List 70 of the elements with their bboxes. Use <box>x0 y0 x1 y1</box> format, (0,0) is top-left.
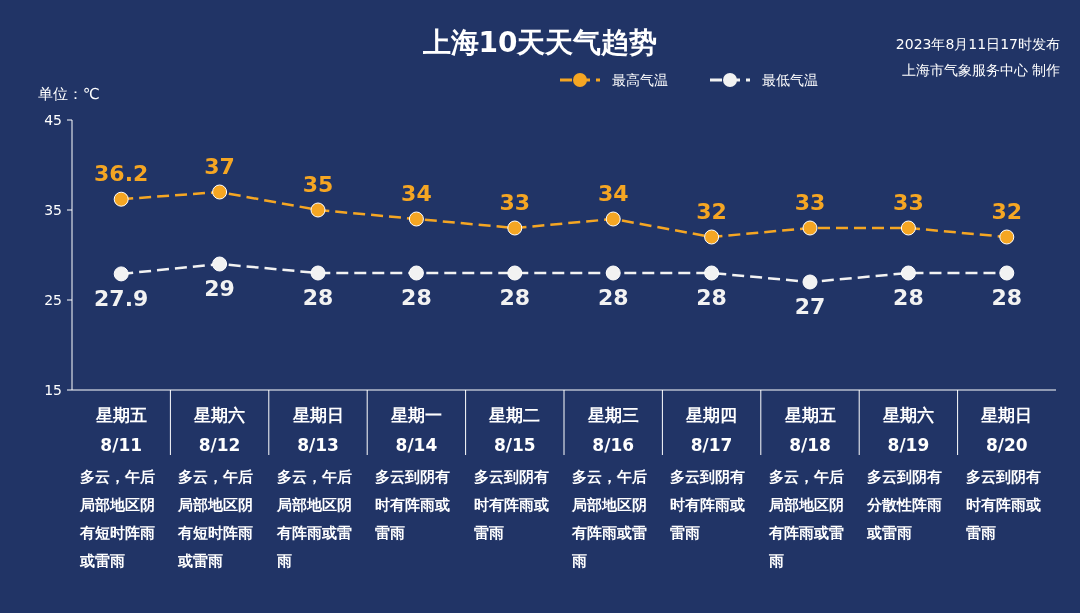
point <box>408 265 424 281</box>
text: 上海市气象服务中心 制作 <box>901 62 1060 78</box>
y-tick-label: 45 <box>44 112 62 128</box>
point <box>802 220 818 236</box>
y-tick-label: 15 <box>44 382 62 398</box>
point <box>704 229 720 245</box>
x-tick-label: 星期三 8/16 <box>586 405 639 455</box>
x-tick-label: 星期日 8/20 <box>980 405 1033 455</box>
y-axis-title: 单位：℃ <box>38 85 100 103</box>
legend-label: 最低气温 <box>762 72 818 88</box>
text: 2023年8月11日17时发布 <box>895 36 1060 52</box>
text: 多云到阴有时有阵雨或雷雨 <box>375 468 451 542</box>
x-tick-label: 星期五 8/18 <box>783 405 836 455</box>
point <box>999 265 1015 281</box>
data-label: 28 <box>302 285 334 310</box>
legend-label: 最高气温 <box>612 72 668 88</box>
point <box>408 211 424 227</box>
point <box>802 274 818 290</box>
point <box>605 211 621 227</box>
data-label: 36.2 <box>94 161 149 187</box>
point <box>212 184 228 200</box>
point <box>310 202 326 218</box>
point <box>900 265 916 281</box>
data-label: 28 <box>893 285 924 310</box>
data-label: 29 <box>204 276 235 301</box>
point <box>113 191 129 207</box>
data-label: 28 <box>499 285 531 310</box>
data-label: 28 <box>696 285 727 310</box>
text: 多云，午后局部地区阴有阵雨或雷雨 <box>571 468 647 570</box>
text: 多云，午后局部地区阴有短时阵雨或雷雨 <box>177 468 254 570</box>
x-tick-label: 星期日 8/13 <box>291 405 344 455</box>
point <box>605 265 621 281</box>
text: 多云到阴有分散性阵雨或雷雨 <box>866 468 943 542</box>
data-label: 35 <box>302 172 334 197</box>
text: 多云到阴有时有阵雨或雷雨 <box>670 468 746 542</box>
text: 多云，午后局部地区阴有阵雨或雷雨 <box>275 468 352 570</box>
x-tick-label: 星期六 8/12 <box>193 405 246 455</box>
x-tick-label: 星期二 8/15 <box>488 405 541 455</box>
x-tick-label: 星期四 8/17 <box>685 405 738 455</box>
text: 多云，午后局部地区阴有阵雨或雷雨 <box>767 468 844 570</box>
data-label: 32 <box>991 199 1023 224</box>
text: 多云到阴有时有阵雨或雷雨 <box>473 468 549 542</box>
point <box>113 266 129 282</box>
point <box>310 265 326 281</box>
data-label: 33 <box>499 190 531 215</box>
y-tick-label: 35 <box>44 202 62 218</box>
point <box>507 265 523 281</box>
point <box>999 229 1015 245</box>
data-label: 28 <box>991 285 1023 310</box>
text: 多云，午后局部地区阴有短时阵雨或雷雨 <box>79 468 155 570</box>
data-label: 34 <box>401 181 432 206</box>
data-label: 32 <box>696 199 727 224</box>
data-label: 33 <box>794 190 826 215</box>
point <box>900 220 916 236</box>
data-label: 34 <box>597 181 629 206</box>
data-label: 27 <box>794 294 826 319</box>
y-tick-label: 25 <box>44 292 62 308</box>
chart-title: 上海10天天气趋势 <box>421 26 658 59</box>
data-label: 33 <box>893 190 924 215</box>
x-tick-label: 星期五 8/11 <box>94 405 147 455</box>
x-tick-label: 星期六 8/19 <box>881 405 934 455</box>
data-label: 37 <box>204 154 235 179</box>
text: 多云到阴有时有阵雨或雷雨 <box>965 468 1041 542</box>
point <box>507 220 523 236</box>
point <box>704 265 720 281</box>
x-tick-label: 星期一 8/14 <box>389 405 442 455</box>
point <box>212 256 228 272</box>
data-label: 28 <box>401 285 432 310</box>
data-label: 28 <box>597 285 629 310</box>
data-label: 27.9 <box>94 285 149 311</box>
